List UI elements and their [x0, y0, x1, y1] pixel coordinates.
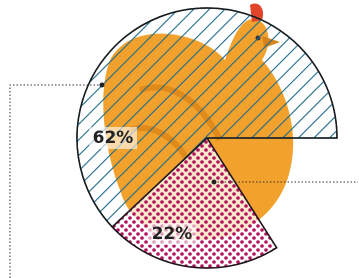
value-label: 22% — [152, 224, 193, 244]
leader-dot — [212, 180, 217, 185]
leader-dot — [100, 83, 105, 88]
chart: 62% 22% — [0, 0, 359, 278]
value-label: 62% — [93, 128, 134, 148]
